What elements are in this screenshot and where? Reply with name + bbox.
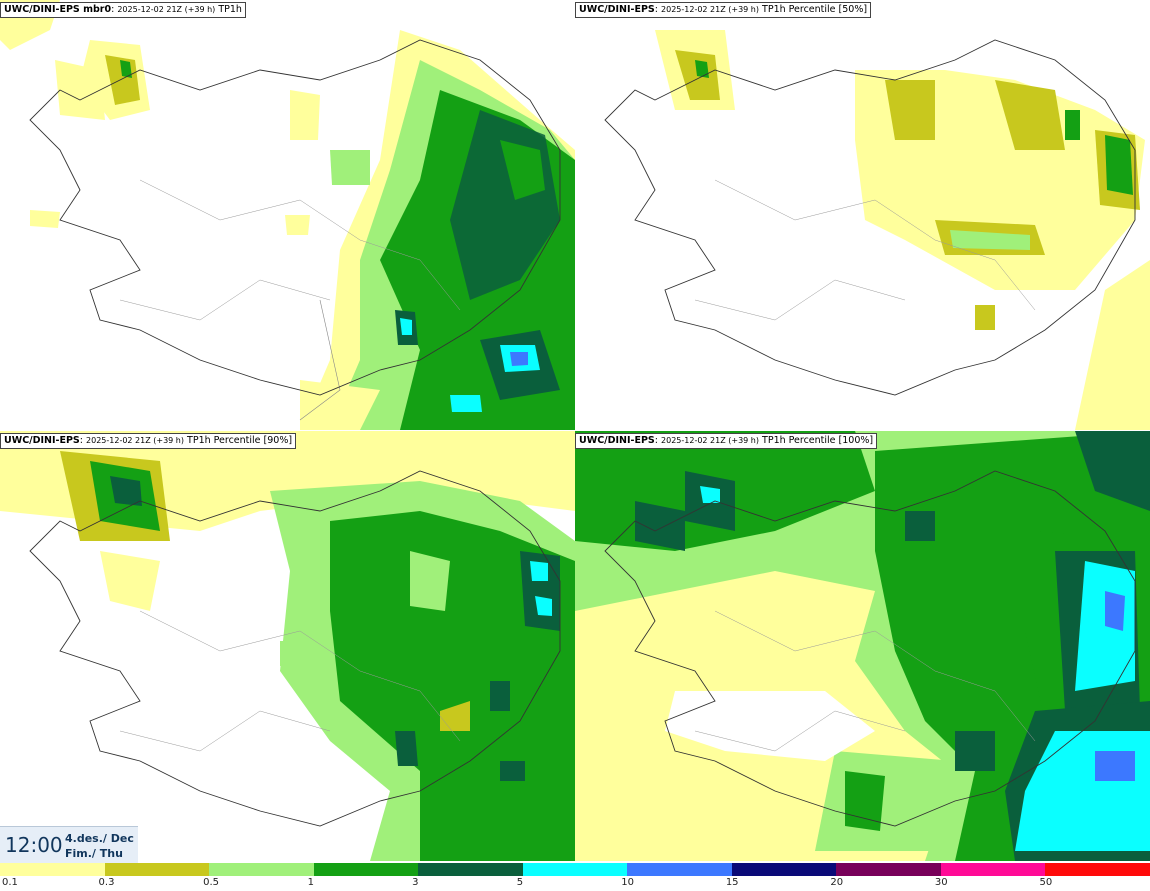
legend-swatch: [522, 863, 629, 876]
precip-map: [604, 30, 1150, 430]
map-panel-p100: UWC/DINI-EPS: 2025-12-02 21Z (+39 h) TP1…: [575, 431, 1150, 861]
legend-label: 1: [307, 877, 314, 888]
field-name: TP1h Percentile [90%]: [187, 435, 293, 446]
legend-label: 0.1: [2, 877, 18, 888]
legend-swatch: [627, 863, 733, 876]
precip-map: [0, 0, 575, 430]
valid-time-day: Fim./ Thu: [65, 847, 123, 860]
panel-title: UWC/DINI-EPS: 2025-12-02 21Z (+39 h) TP1…: [575, 2, 872, 18]
valid-time-box: 12:00 4.des./ Dec Fim./ Thu: [0, 826, 138, 863]
valid-time-date: 4.des./ Dec: [65, 832, 134, 845]
legend-swatch: [104, 863, 211, 876]
field-name: TP1h Percentile [100%]: [762, 435, 874, 446]
valid-time-clock: 12:00: [5, 833, 63, 857]
legend-label: 3: [412, 877, 419, 888]
panel-title: UWC/DINI-EPS: 2025-12-02 21Z (+39 h) TP1…: [0, 433, 297, 449]
legend-swatch: [940, 863, 1047, 876]
legend-swatch: [1045, 863, 1150, 876]
legend-label: 0.3: [98, 877, 115, 888]
run-date: 2025-12-02 21Z (+39 h): [86, 436, 184, 445]
map-panel-mbr0: UWC/DINI-EPS mbr0: 2025-12-02 21Z (+39 h…: [0, 0, 575, 430]
legend-swatch: [0, 863, 106, 876]
panel-title: UWC/DINI-EPS mbr0: 2025-12-02 21Z (+39 h…: [0, 2, 246, 18]
model-name: UWC/DINI-EPS: [579, 4, 655, 15]
legend-swatch: [418, 863, 524, 876]
legend-swatch: [209, 863, 315, 876]
run-date: 2025-12-02 21Z (+39 h): [661, 436, 759, 445]
legend-label: 30: [934, 877, 948, 888]
model-name: UWC/DINI-EPS: [579, 435, 655, 446]
legend-label: 10: [621, 877, 634, 888]
legend-label: 15: [725, 877, 739, 888]
model-name: UWC/DINI-EPS mbr0: [4, 4, 112, 15]
legend-label: 20: [830, 877, 844, 888]
run-date: 2025-12-02 21Z (+39 h): [661, 5, 759, 14]
color-legend: 0.1 0.3 0.5 1 3 5 10 15 20 30 50: [0, 863, 1150, 891]
legend-swatch: [313, 863, 420, 876]
legend-label: 50: [1039, 877, 1053, 888]
legend-label: 5: [516, 877, 524, 888]
field-name: TP1h: [218, 4, 242, 15]
precip-map: [575, 431, 1150, 861]
precip-map: [0, 431, 575, 861]
model-name: UWC/DINI-EPS: [4, 435, 80, 446]
field-name: TP1h Percentile [50%]: [762, 4, 868, 15]
legend-swatch: [836, 863, 942, 876]
run-date: 2025-12-02 21Z (+39 h): [117, 5, 216, 14]
legend-swatch: [731, 863, 838, 876]
legend-label: 0.5: [203, 877, 219, 888]
panel-title: UWC/DINI-EPS: 2025-12-02 21Z (+39 h) TP1…: [575, 433, 878, 449]
map-panel-p90: UWC/DINI-EPS: 2025-12-02 21Z (+39 h) TP1…: [0, 431, 575, 861]
map-panel-p50: UWC/DINI-EPS: 2025-12-02 21Z (+39 h) TP1…: [575, 0, 1150, 430]
